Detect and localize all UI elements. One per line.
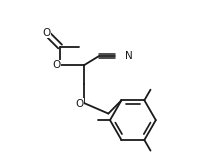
Text: O: O — [52, 60, 60, 70]
Text: O: O — [42, 28, 50, 38]
Text: O: O — [75, 99, 83, 109]
Text: N: N — [125, 51, 133, 61]
